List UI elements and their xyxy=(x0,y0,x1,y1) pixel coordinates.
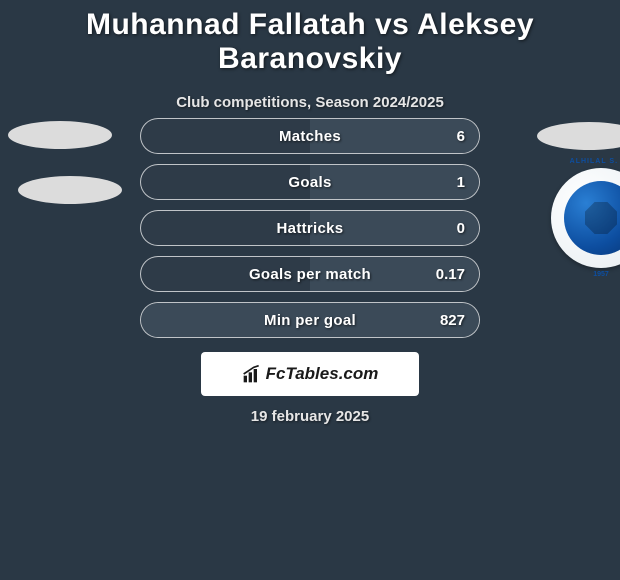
page-subtitle: Club competitions, Season 2024/2025 xyxy=(0,94,620,111)
stat-row-value: 1 xyxy=(457,165,465,200)
chart-icon xyxy=(242,364,262,384)
stat-row-label: Goals xyxy=(141,165,479,200)
stat-row-goals-per-match: Goals per match 0.17 xyxy=(140,256,480,292)
club-logo: ALHILAL S. FC 1957 xyxy=(551,168,620,268)
stat-row-value: 6 xyxy=(457,119,465,154)
stat-row-matches: Matches 6 xyxy=(140,118,480,154)
stat-row-label: Goals per match xyxy=(141,257,479,292)
club-logo-ball-icon xyxy=(585,202,617,234)
infographic-root: Muhannad Fallatah vs Aleksey Baranovskiy… xyxy=(0,0,620,580)
stat-row-hattricks: Hattricks 0 xyxy=(140,210,480,246)
stat-row-value: 827 xyxy=(440,303,465,338)
club-logo-year: 1957 xyxy=(593,271,609,278)
stat-row-label: Min per goal xyxy=(141,303,479,338)
stat-row-value: 0.17 xyxy=(436,257,465,292)
stat-row-label: Hattricks xyxy=(141,211,479,246)
stat-row-value: 0 xyxy=(457,211,465,246)
left-badge-placeholder-1 xyxy=(8,121,112,149)
brand-label: FcTables.com xyxy=(266,364,379,384)
stat-row-label: Matches xyxy=(141,119,479,154)
page-title: Muhannad Fallatah vs Aleksey Baranovskiy xyxy=(0,8,620,76)
club-logo-name: ALHILAL S. FC xyxy=(570,158,620,165)
stat-row-goals: Goals 1 xyxy=(140,164,480,200)
club-logo-inner xyxy=(564,181,620,255)
stats-block: Matches 6 Goals 1 Hattricks 0 Goals per … xyxy=(140,118,480,348)
brand-box: FcTables.com xyxy=(201,352,419,396)
date-label: 19 february 2025 xyxy=(0,408,620,425)
right-badge-placeholder xyxy=(537,122,620,150)
left-badge-placeholder-2 xyxy=(18,176,122,204)
stat-row-min-per-goal: Min per goal 827 xyxy=(140,302,480,338)
